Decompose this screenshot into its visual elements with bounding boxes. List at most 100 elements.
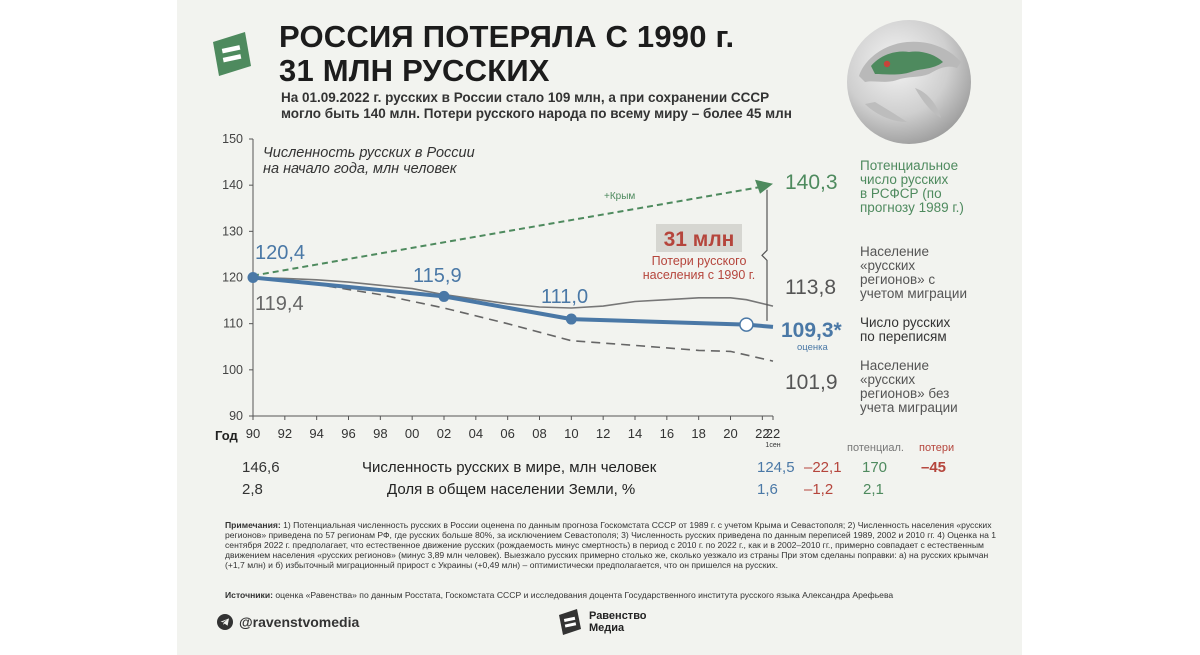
title-line-1: РОССИЯ ПОТЕРЯЛА С 1990 г. <box>279 19 735 54</box>
notes-text: 1) Потенциальная численность русских в Р… <box>225 520 997 570</box>
legend-potential-line: прогнозу 1989 г.) <box>860 200 964 215</box>
x-tick-label: 22 <box>755 426 769 441</box>
legend-migration-line: регионов» с <box>860 272 935 287</box>
chart-title-line-2: на начало года, млн человек <box>263 161 458 177</box>
page-title: РОССИЯ ПОТЕРЯЛА С 1990 г. 31 МЛН РУССКИХ <box>279 20 734 88</box>
x-tick-label: 90 <box>246 426 260 441</box>
brand-logo: Равенство Медиа <box>557 608 647 636</box>
series-no-migration-line <box>252 276 774 362</box>
y-tick-label: 130 <box>222 224 243 238</box>
subtitle: На 01.09.2022 г. русских в России стало … <box>281 90 792 122</box>
chart-grid: 90 100 110 120 130 140 150 90 92 94 96 98 00 02 04 06 08… <box>222 132 781 449</box>
x-tick-sublabel: 1сен <box>765 442 780 449</box>
legend-potential-line: число русских <box>860 172 949 187</box>
end-value-census: 109,3* <box>781 319 843 342</box>
chart-labels: Численность русских в России на начало г… <box>215 145 967 443</box>
legend-migration: Население «русских регионов» с учетом ми… <box>860 244 967 301</box>
notes-label: Примечания: <box>225 520 281 530</box>
chart-series <box>247 179 774 362</box>
stats-row-1-label: Численность русских в мире, млн человек <box>362 459 657 476</box>
x-tick-label: 02 <box>437 426 451 441</box>
stats-row-2-label: Доля в общем населении Земли, % <box>387 481 636 498</box>
x-tick-label: 04 <box>469 426 483 441</box>
globe-icon <box>847 20 971 144</box>
series-census-line <box>252 275 774 329</box>
legend-no-migration-line: Население <box>860 358 929 373</box>
label-census-2010: 111,0 <box>541 286 588 308</box>
stats-row-2-current: 1,6 <box>757 481 778 498</box>
x-tick-label: 06 <box>500 426 514 441</box>
legend-census-line: по переписям <box>860 329 947 344</box>
notes: Примечания: 1) Потенциальная численность… <box>225 520 1005 570</box>
sources-text: оценка «Равенства» по данным Росстата, Г… <box>275 590 894 600</box>
legend-potential-line: в РСФСР (по <box>860 186 942 201</box>
stats-row-1-current: 124,5 <box>757 459 795 476</box>
sources: Источники: оценка «Равенства» по данным … <box>225 590 1005 600</box>
x-tick-label: 00 <box>405 426 419 441</box>
stats-header-losses: потери <box>919 442 955 454</box>
brand-line-2: Медиа <box>589 622 625 634</box>
infographic-panel: РОССИЯ ПОТЕРЯЛА С 1990 г. 31 МЛН РУССКИХ… <box>177 0 1022 655</box>
telegram-handle: @ravenstvomedia <box>239 614 360 630</box>
label-start-lower: 119,4 <box>255 293 304 315</box>
y-tick-label: 100 <box>222 363 243 377</box>
x-tick-label: 98 <box>373 426 387 441</box>
x-tick-label: 20 <box>723 426 737 441</box>
legend-potential: Потенциальное число русских в РСФСР (по … <box>860 158 964 215</box>
stats-row-2-change: –1,2 <box>804 481 834 498</box>
stats-row-2-start: 2,8 <box>242 481 263 498</box>
series-migration-line <box>252 276 774 309</box>
legend-potential-line: Потенциальное <box>860 158 958 173</box>
stats-table: потенциал. потери 146,6 Численность русс… <box>177 442 1022 505</box>
title-line-2: 31 МЛН РУССКИХ <box>279 53 550 88</box>
y-tick-label: 90 <box>229 409 243 423</box>
x-tick-label: 96 <box>341 426 355 441</box>
x-tick-label: 12 <box>596 426 610 441</box>
x-tick-label: 22 <box>766 426 780 441</box>
census-point <box>247 272 259 283</box>
brand-line-1: Равенство <box>589 610 647 622</box>
loss-text-1: Потери русского <box>652 254 747 268</box>
label-census-2002: 115,9 <box>413 265 462 287</box>
telegram-link[interactable]: @ravenstvomedia <box>217 614 359 630</box>
legend-migration-line: учетом миграции <box>860 286 967 301</box>
census-point <box>565 313 577 325</box>
end-value-migration: 113,8 <box>785 276 836 299</box>
y-tick-label: 140 <box>222 178 243 192</box>
y-tick-label: 150 <box>222 132 243 146</box>
stats-row-2-potential: 2,1 <box>863 481 884 498</box>
stats-row-1-potential: 170 <box>862 459 888 476</box>
estimate-point <box>739 317 754 332</box>
label-crimea: +Крым <box>604 191 635 202</box>
loss-value: 31 млн <box>664 228 735 251</box>
sources-label: Источники: <box>225 590 273 600</box>
telegram-icon <box>217 614 233 630</box>
x-tick-label: 94 <box>309 426 323 441</box>
x-tick-label: 10 <box>564 426 578 441</box>
stats-row-1-change: –22,1 <box>804 459 842 476</box>
label-start-upper: 120,4 <box>255 242 305 264</box>
census-point <box>438 290 450 302</box>
chart-title-line-1: Численность русских в России <box>263 145 475 161</box>
legend-no-migration-line: регионов» без <box>860 386 949 401</box>
series-potential-arrow <box>755 179 773 194</box>
subtitle-line-1: На 01.09.2022 г. русских в России стало … <box>281 90 770 105</box>
end-note-estimate: оценка <box>797 342 829 353</box>
legend-migration-line: «русских <box>860 258 915 273</box>
legend-no-migration-line: учета миграции <box>860 400 958 415</box>
stats-header-potential: потенциал. <box>847 442 904 454</box>
end-value-no-migration: 101,9 <box>785 371 838 394</box>
legend-census: Число русских по переписям <box>860 315 950 344</box>
x-tick-label: 18 <box>691 426 705 441</box>
x-axis-label: Год <box>215 428 238 443</box>
stats-row-1-start: 146,6 <box>242 459 280 476</box>
x-tick-label: 92 <box>278 426 292 441</box>
y-tick-label: 110 <box>223 317 243 331</box>
loss-brace <box>761 189 768 321</box>
stats-row-1-losses: –45 <box>921 459 947 476</box>
x-tick-label: 16 <box>660 426 674 441</box>
y-tick-label: 120 <box>222 271 243 285</box>
loss-text-2: населения с 1990 г. <box>643 268 756 282</box>
legend-no-migration: Население «русских регионов» без учета м… <box>860 358 958 415</box>
ravenstvo-brand-icon <box>559 609 581 635</box>
